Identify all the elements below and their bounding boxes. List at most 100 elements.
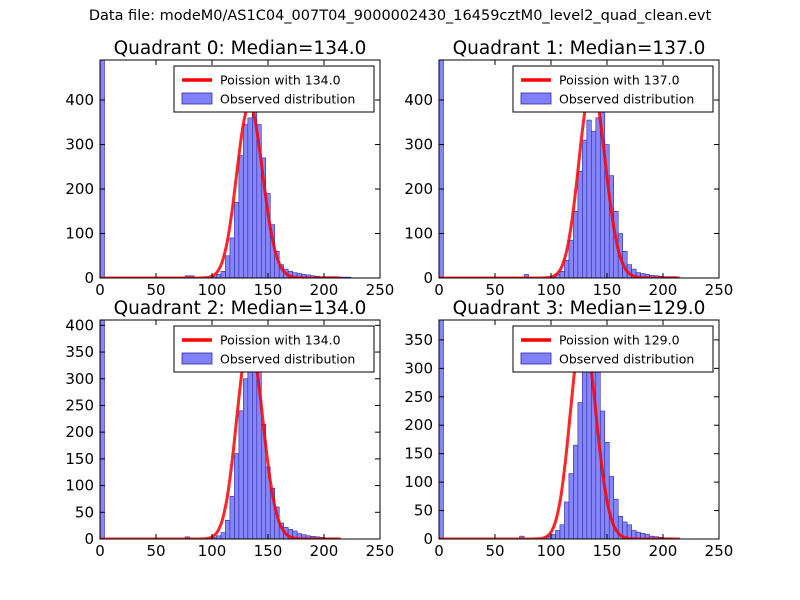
y-tick-label: 0 [423,530,433,548]
histogram-bar [234,453,240,539]
histogram-bar [229,495,235,539]
histogram-bar [573,210,579,278]
histogram-bar [577,402,583,539]
y-tick-label: 0 [84,530,94,548]
x-tick-label: 0 [434,542,444,560]
histogram-bar [225,520,231,539]
subplot-quadrant-2: 0 50 100 150 200 250 0 50 100 150 200 250 300 350 400 Q… [65,298,394,560]
y-tick-label: 300 [65,136,94,154]
y-tick-label: 400 [404,91,433,109]
histogram-bar [555,530,561,539]
histogram-bar [216,274,222,278]
y-tick-label: 200 [65,423,94,441]
legend: Poission with 137.0 Observed distribution [512,65,714,113]
x-tick-label: 100 [198,281,227,299]
y-tick-label: 300 [65,370,94,388]
plot-area [100,60,352,278]
subplot-title: Quadrant 3: Median=129.0 [453,298,706,319]
subplot-quadrant-1: 0 50 100 150 200 250 0 100 200 300 400 Quadrant 1: … [404,38,733,299]
legend: Poission with 134.0 Observed distribution [173,65,375,113]
x-tick-label: 150 [254,281,283,299]
y-tick-label: 300 [404,359,433,377]
x-tick-label: 100 [537,281,566,299]
histogram-bar [238,410,244,539]
histogram-bar [523,274,529,278]
x-tick-label: 200 [310,542,339,560]
histogram-bar [439,60,444,278]
x-tick-label: 250 [705,281,734,299]
x-tick-label: 100 [537,542,566,560]
y-tick-label: 350 [404,331,433,349]
y-tick-label: 200 [404,180,433,198]
y-tick-label: 400 [65,316,94,334]
histogram-bar [100,320,105,539]
legend-bar-label: Observed distribution [220,92,355,107]
histogram-bar [564,259,570,278]
histogram-bar [220,532,226,539]
histogram-bar [238,155,244,278]
subplot-title: Quadrant 1: Median=137.0 [453,38,706,59]
legend: Poission with 129.0 Observed distribution [512,325,714,373]
x-tick-label: 150 [593,542,622,560]
y-tick-label: 200 [404,416,433,434]
x-tick-label: 250 [705,542,734,560]
legend-bar-label: Observed distribution [559,352,694,367]
y-tick-label: 250 [404,388,433,406]
x-tick-label: 50 [485,542,504,560]
x-tick-label: 0 [95,281,105,299]
legend-bar-label: Observed distribution [559,92,694,107]
histogram-bar [247,357,253,539]
histogram-bar [225,255,231,278]
legend-line-label: Poission with 134.0 [220,333,341,348]
histogram-bar [100,60,105,278]
y-tick-label: 50 [75,503,94,521]
y-tick-label: 100 [65,225,94,243]
axes-frame [99,319,381,540]
y-tick-label: 150 [65,450,94,468]
axes-frame [438,319,720,540]
subplot-title: Quadrant 2: Median=134.0 [114,298,367,319]
histogram-bar [550,534,556,539]
poisson-curve [100,104,342,278]
legend-line-label: Poission with 134.0 [220,73,341,88]
histogram-bar [229,237,235,278]
y-tick-label: 0 [84,269,94,287]
histogram-bar [439,320,444,539]
x-tick-label: 0 [434,281,444,299]
x-tick-label: 200 [649,542,678,560]
x-tick-label: 150 [593,281,622,299]
histogram-bar [234,202,240,278]
subplot-quadrant-0: 0 50 100 150 200 250 0 100 200 300 400 Quadrant 0: … [65,38,394,299]
legend-bar-swatch [181,352,213,365]
x-tick-label: 200 [310,281,339,299]
axes-frame [99,59,381,279]
legend-bar-label: Observed distribution [220,352,355,367]
legend-line-label: Poission with 137.0 [559,73,680,88]
subplot-title: Quadrant 0: Median=134.0 [114,38,367,59]
y-tick-label: 100 [65,477,94,495]
histogram-bar [577,170,583,278]
x-tick-label: 50 [146,281,165,299]
y-tick-label: 100 [404,225,433,243]
histogram-bar [243,124,249,278]
x-tick-label: 150 [254,542,283,560]
figure-suptitle: Data file: modeM0/AS1C04_007T04_90000024… [88,8,712,24]
histogram-bar [586,119,592,278]
y-tick-label: 400 [65,91,94,109]
histogram-bar [595,117,601,278]
legend-line-label: Poission with 129.0 [559,333,680,348]
histogram-bar [568,239,574,278]
histogram-bar [559,524,565,539]
plot-area [100,320,342,539]
legend-bar-swatch [520,352,552,365]
histogram-bar [564,501,570,539]
x-tick-label: 0 [95,542,105,560]
histogram-bar [582,139,588,278]
histogram-bar [591,130,597,278]
poisson-curve [439,83,681,278]
y-tick-label: 200 [65,180,94,198]
histogram-bar [568,473,574,539]
histogram-bar [582,368,588,539]
histogram-bar [243,378,249,539]
